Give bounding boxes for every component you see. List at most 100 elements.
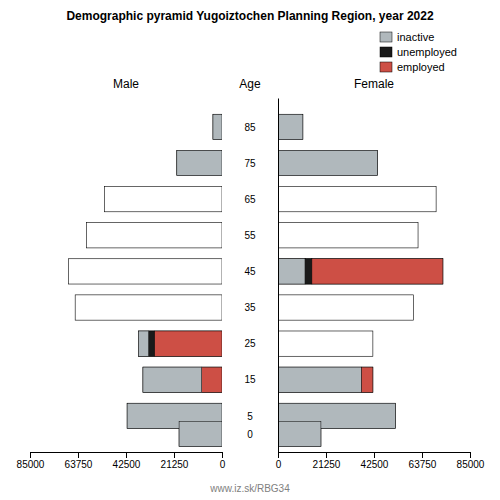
tick-label: 85000 [457,459,485,470]
tick-label: 55 [244,230,256,241]
total-bar [278,367,373,392]
tick-label: 0 [247,429,253,440]
bar-segment [222,295,223,320]
bar-segment [222,259,223,284]
legend-label: employed [397,61,445,73]
bar-segment [213,114,222,139]
tick: 21250 [161,452,189,470]
bar-segment [177,150,222,175]
bar-segment [302,114,303,139]
bar-segment [305,259,312,284]
bar-segment [377,150,378,175]
bar-segment [222,187,223,212]
tick: 85 [244,122,278,133]
total-bar [179,421,222,446]
tick: 85000 [17,452,45,470]
x-axis: 0 21250 42500 63750 85000 [276,452,485,470]
tick: 45 [244,266,278,277]
legend-swatch [380,47,392,57]
tick-mark [278,452,279,458]
axis-line [279,453,471,459]
total-bar [278,223,418,248]
bar-segment [222,259,223,284]
tick: 75 [244,158,278,169]
bar-segment [222,187,223,212]
total-bar [278,114,303,139]
tick-mark [126,452,127,458]
total-bar [68,259,222,284]
total-bar [86,223,222,248]
tick-label: 42500 [361,459,389,470]
bar-segment [222,223,223,248]
tick: 21250 [313,452,341,470]
bar-segment [395,403,396,428]
tick: 63750 [409,452,437,470]
bar-segment [362,367,373,392]
tick-mark [30,452,31,458]
tick-mark [470,452,471,458]
panel-title: Female [354,77,394,91]
legend-item: unemployed [380,46,457,58]
total-bar [278,331,373,356]
bar-segment [302,114,303,139]
total-bar [143,367,222,392]
legend-label: inactive [397,31,434,43]
tick-label: 42500 [113,459,141,470]
tick-label: 45 [244,266,256,277]
tick: 25 [244,338,278,349]
tick-label: 15 [244,374,256,385]
tick-label: 63750 [409,459,437,470]
tick: 0 [220,452,226,470]
tick-label: 0 [276,459,282,470]
tick-mark [174,452,175,458]
tick-label: 85000 [17,459,45,470]
chart: Demographic pyramid Yugoiztochen Plannin… [0,0,500,500]
total-bar [278,259,443,284]
bar-segment [278,367,362,392]
tick: 5 [247,411,278,422]
bar-segment [222,295,223,320]
tick-label: 21250 [161,459,189,470]
footnote: www.iz.sk/RBG34 [209,483,290,494]
tick: 63750 [65,452,93,470]
axis-line [278,99,279,453]
y-axis: 85 75 65 55 45 35 25 15 5 0 [244,99,278,453]
tick-mark [422,452,423,458]
bar-segment [222,223,223,248]
bar-segment [143,367,202,392]
tick: 42500 [113,452,141,470]
legend-swatch [380,32,392,42]
bar-segment [320,421,321,446]
tick-label: 21250 [313,459,341,470]
bar-segment [202,367,222,392]
bars [68,114,222,446]
bar-segment [222,187,223,212]
bars [278,114,443,446]
tick: 85000 [457,452,485,470]
axis-line [31,453,223,459]
total-bar [278,150,377,175]
total-bar [105,187,222,212]
tick-label: 63750 [65,459,93,470]
tick-label: 75 [244,158,256,169]
bar-segment [278,259,305,284]
total-bar [177,150,222,175]
tick-mark [374,452,375,458]
bar-segment [138,331,148,356]
x-axis: 85000 63750 42500 21250 0 [17,452,226,470]
bar-segment [278,421,321,446]
axis-title: Age [239,77,261,91]
tick-label: 65 [244,194,256,205]
panel-title: Male [113,77,139,91]
total-bar [75,295,222,320]
legend-swatch [380,62,392,72]
tick-label: 5 [247,411,253,422]
legend-item: inactive [380,31,434,43]
tick: 35 [244,302,278,313]
tick: 55 [244,230,278,241]
legend-label: unemployed [397,46,457,58]
tick-mark [222,452,223,458]
bar-segment [222,223,223,248]
tick-mark [326,452,327,458]
bar-segment [278,150,377,175]
